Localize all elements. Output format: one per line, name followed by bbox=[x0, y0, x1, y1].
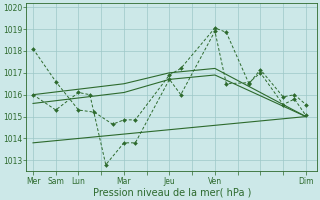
X-axis label: Pression niveau de la mer( hPa ): Pression niveau de la mer( hPa ) bbox=[92, 187, 251, 197]
